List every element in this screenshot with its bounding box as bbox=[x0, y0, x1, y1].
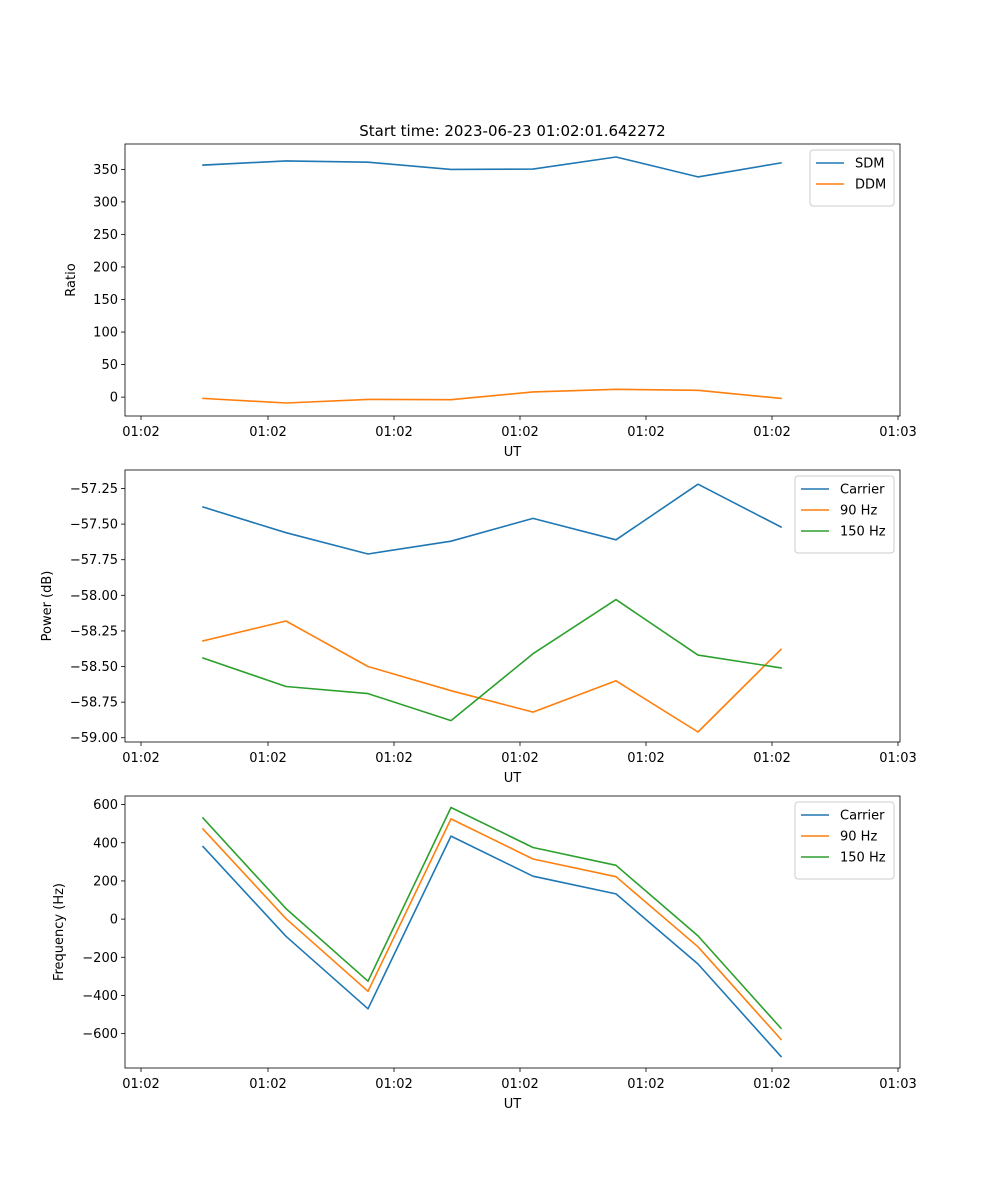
x-tick-label: 01:02 bbox=[753, 1077, 790, 1092]
x-tick-label: 01:02 bbox=[375, 751, 412, 766]
series-line-150-hz bbox=[201, 806, 783, 1030]
y-tick-label: 600 bbox=[93, 798, 118, 813]
y-tick-label: −200 bbox=[82, 951, 118, 966]
y-tick-label: −58.50 bbox=[70, 660, 118, 675]
y-axis-label: Power (dB) bbox=[40, 571, 55, 642]
x-tick-label: 01:03 bbox=[879, 425, 916, 440]
legend-label: Carrier bbox=[840, 809, 885, 824]
y-tick-label: −59.00 bbox=[70, 731, 118, 746]
y-tick-label: 50 bbox=[101, 358, 118, 373]
y-tick-label: 200 bbox=[93, 260, 118, 275]
x-tick-label: 01:02 bbox=[375, 425, 412, 440]
y-tick-label: −57.25 bbox=[70, 482, 118, 497]
legend-box bbox=[794, 801, 895, 880]
series-line-90-hz bbox=[201, 818, 783, 1041]
y-tick-label: −600 bbox=[82, 1027, 118, 1042]
y-tick-label: −57.75 bbox=[70, 553, 118, 568]
subplot-2: 01:02 01:02 01:02 01:02 01:02 01:02 01:03 −59.0… bbox=[40, 469, 917, 786]
y-axis-label: Ratio bbox=[64, 263, 79, 296]
x-tick-label: 01:03 bbox=[879, 751, 916, 766]
y-tick-label: 300 bbox=[93, 195, 118, 210]
y-tick-label: −400 bbox=[82, 989, 118, 1004]
y-tick-label: 350 bbox=[93, 163, 118, 178]
x-tick-label: 01:02 bbox=[375, 1077, 412, 1092]
x-tick-label: 01:02 bbox=[627, 425, 664, 440]
x-tick-label: 01:02 bbox=[753, 425, 790, 440]
y-tick-label: 400 bbox=[93, 836, 118, 851]
y-tick-label: −58.00 bbox=[70, 589, 118, 604]
x-tick-label: 01:02 bbox=[627, 751, 664, 766]
x-tick-label: 01:02 bbox=[122, 1077, 159, 1092]
legend-label: 150 Hz bbox=[840, 851, 886, 866]
y-tick-label: 250 bbox=[93, 228, 118, 243]
legend-label: SDM bbox=[855, 157, 884, 172]
y-tick-label: −58.25 bbox=[70, 624, 118, 639]
y-tick-label: 0 bbox=[110, 913, 118, 928]
y-tick-label: 150 bbox=[93, 293, 118, 308]
x-tick-label: 01:02 bbox=[753, 751, 790, 766]
series-line-90-hz bbox=[202, 620, 783, 733]
chart-title: Start time: 2023-06-23 01:02:01.642272 bbox=[359, 122, 665, 140]
legend: SDM DDM bbox=[809, 149, 895, 207]
legend: Carrier 90 Hz 150 Hz bbox=[794, 475, 895, 554]
x-tick-label: 01:02 bbox=[122, 425, 159, 440]
x-tick-label: 01:02 bbox=[501, 425, 538, 440]
legend: Carrier 90 Hz 150 Hz bbox=[794, 801, 895, 880]
legend-label: 90 Hz bbox=[840, 504, 877, 519]
legend-label: 90 Hz bbox=[840, 830, 877, 845]
x-axis-label: UT bbox=[504, 1097, 522, 1112]
x-tick-label: 01:02 bbox=[122, 751, 159, 766]
x-tick-label: 01:02 bbox=[501, 751, 538, 766]
y-tick-label: 0 bbox=[110, 391, 118, 406]
x-axis-label: UT bbox=[504, 771, 522, 786]
series-line-carrier bbox=[201, 835, 783, 1058]
series-line-150-hz bbox=[201, 598, 782, 722]
legend-label: DDM bbox=[855, 178, 886, 193]
axes-frame bbox=[124, 795, 901, 1069]
subplot-3: 01:02 01:02 01:02 01:02 01:02 01:02 01:03 −600 −… bbox=[52, 795, 917, 1112]
series-line-ddm bbox=[202, 388, 782, 404]
x-tick-label: 01:02 bbox=[249, 751, 286, 766]
x-tick-label: 01:03 bbox=[879, 1077, 916, 1092]
series-line-carrier bbox=[201, 483, 783, 555]
y-axis-label: Frequency (Hz) bbox=[52, 883, 67, 981]
y-tick-label: −57.50 bbox=[70, 518, 118, 533]
axes-frame bbox=[124, 469, 901, 743]
x-tick-label: 01:02 bbox=[249, 1077, 286, 1092]
legend-label: Carrier bbox=[840, 483, 885, 498]
x-axis-label: UT bbox=[504, 445, 522, 460]
legend-box bbox=[809, 149, 895, 207]
series-line-sdm bbox=[202, 156, 782, 178]
y-tick-label: −58.75 bbox=[70, 696, 118, 711]
x-tick-label: 01:02 bbox=[627, 1077, 664, 1092]
y-tick-label: 100 bbox=[93, 326, 118, 341]
y-tick-label: 200 bbox=[93, 874, 118, 889]
subplot-1: Start time: 2023-06-23 01:02:01.64227201… bbox=[64, 122, 917, 460]
axes-frame bbox=[124, 143, 901, 417]
x-tick-label: 01:02 bbox=[249, 425, 286, 440]
legend-box bbox=[794, 475, 895, 554]
x-tick-label: 01:02 bbox=[501, 1077, 538, 1092]
legend-label: 150 Hz bbox=[840, 525, 886, 540]
